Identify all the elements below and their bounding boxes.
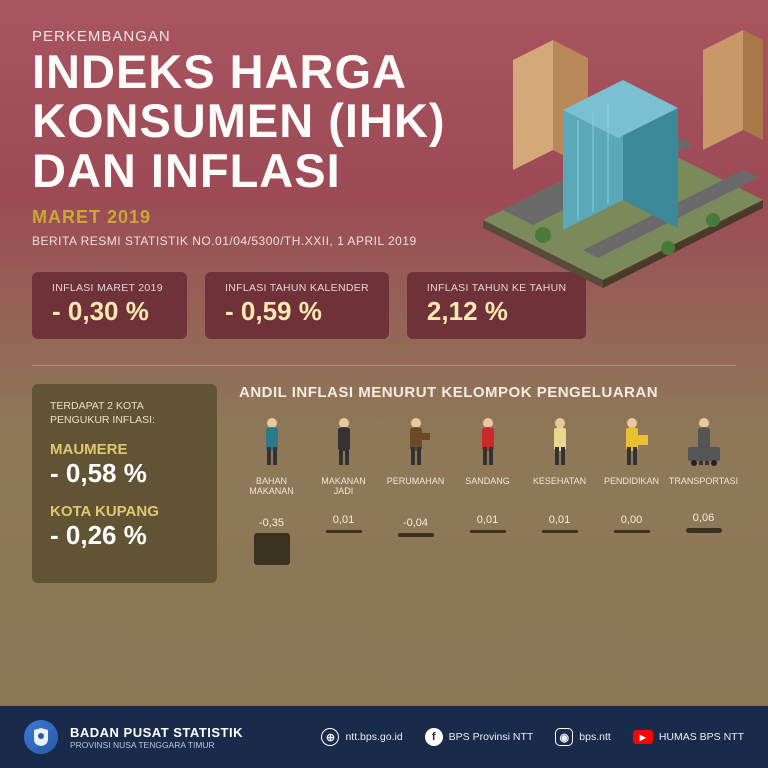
chart-row: BAHAN MAKANAN -0,35 MAKANAN JADI 0,01 PERU… bbox=[239, 411, 736, 583]
city-box-title: TERDAPAT 2 KOTA PENGUKUR INFLASI: bbox=[50, 400, 199, 427]
bar bbox=[326, 530, 362, 533]
chart-title: ANDIL INFLASI MENURUT KELOMPOK PENGELUAR… bbox=[239, 384, 736, 401]
chart-column: SANDANG 0,01 bbox=[455, 411, 520, 583]
bar-value: -0,04 bbox=[392, 517, 440, 529]
bar-value: 0,01 bbox=[464, 514, 512, 526]
category-label: BAHAN MAKANAN bbox=[239, 477, 304, 497]
bar-value: 0,06 bbox=[680, 512, 728, 524]
bar bbox=[470, 530, 506, 533]
globe-icon: ⊕ bbox=[321, 728, 339, 746]
bar-value: 0,01 bbox=[536, 514, 584, 526]
org-text: BADAN PUSAT STATISTIK PROVINSI NUSA TENG… bbox=[70, 725, 243, 750]
overline: PERKEMBANGAN bbox=[32, 28, 736, 45]
stat-value: - 0,59 % bbox=[225, 296, 369, 327]
category-label: PERUMAHAN bbox=[387, 477, 445, 497]
category-icon bbox=[542, 415, 578, 471]
meta-line: BERITA RESMI STATISTIK NO.01/04/5300/TH.… bbox=[32, 234, 736, 248]
bar bbox=[686, 528, 722, 533]
org-sub: PROVINSI NUSA TENGGARA TIMUR bbox=[70, 740, 243, 750]
facebook-icon: f bbox=[425, 728, 443, 746]
social-youtube: ▶ HUMAS BPS NTT bbox=[633, 730, 744, 744]
category-icon bbox=[470, 415, 506, 471]
bar-zone: 0,00 bbox=[608, 503, 656, 583]
bps-logo-icon bbox=[24, 720, 58, 754]
bar-zone: -0,35 bbox=[248, 503, 296, 583]
social-facebook: f BPS Provinsi NTT bbox=[425, 728, 534, 746]
stat-label: INFLASI MARET 2019 bbox=[52, 282, 167, 294]
social-web: ⊕ ntt.bps.go.id bbox=[321, 728, 402, 746]
bar bbox=[614, 530, 650, 533]
instagram-icon: ◉ bbox=[555, 728, 573, 746]
category-icon bbox=[614, 415, 650, 471]
bar bbox=[254, 533, 290, 565]
org-name: BADAN PUSAT STATISTIK bbox=[70, 725, 243, 740]
category-icon bbox=[398, 415, 434, 471]
bar-value: 0,00 bbox=[608, 514, 656, 526]
bar-zone: 0,06 bbox=[680, 503, 728, 583]
city-name: KOTA KUPANG bbox=[50, 503, 199, 520]
stat-value: - 0,30 % bbox=[52, 296, 167, 327]
header: PERKEMBANGAN INDEKS HARGA KONSUMEN (IHK)… bbox=[0, 0, 768, 248]
mid-section: TERDAPAT 2 KOTA PENGUKUR INFLASI: MAUMER… bbox=[0, 366, 768, 583]
chart-column: KESEHATAN 0,01 bbox=[527, 411, 592, 583]
category-icon bbox=[254, 415, 290, 471]
category-label: SANDANG bbox=[465, 477, 510, 497]
chart-column: BAHAN MAKANAN -0,35 bbox=[239, 411, 304, 583]
category-label: TRANSPORTASI bbox=[669, 477, 738, 497]
city-box: TERDAPAT 2 KOTA PENGUKUR INFLASI: MAUMER… bbox=[32, 384, 217, 583]
bar-zone: 0,01 bbox=[464, 503, 512, 583]
bar-zone: 0,01 bbox=[536, 503, 584, 583]
chart-area: ANDIL INFLASI MENURUT KELOMPOK PENGELUAR… bbox=[239, 384, 736, 583]
category-icon bbox=[326, 415, 362, 471]
chart-column: TRANSPORTASI 0,06 bbox=[671, 411, 736, 583]
stat-value: 2,12 % bbox=[427, 296, 566, 327]
socials: ⊕ ntt.bps.go.id f BPS Provinsi NTT ◉ bps… bbox=[321, 728, 744, 746]
category-label: KESEHATAN bbox=[533, 477, 586, 497]
city-value: - 0,26 % bbox=[50, 520, 199, 551]
chart-column: MAKANAN JADI 0,01 bbox=[311, 411, 376, 583]
category-label: MAKANAN JADI bbox=[311, 477, 376, 497]
bar bbox=[398, 533, 434, 537]
social-instagram: ◉ bps.ntt bbox=[555, 728, 611, 746]
footer: BADAN PUSAT STATISTIK PROVINSI NUSA TENG… bbox=[0, 706, 768, 768]
chart-column: PENDIDIKAN 0,00 bbox=[599, 411, 664, 583]
subtitle: MARET 2019 bbox=[32, 207, 736, 228]
bar bbox=[542, 530, 578, 533]
youtube-icon: ▶ bbox=[633, 730, 653, 744]
category-icon bbox=[686, 415, 722, 471]
main-title: INDEKS HARGA KONSUMEN (IHK) DAN INFLASI bbox=[32, 47, 736, 195]
category-label: PENDIDIKAN bbox=[604, 477, 659, 497]
city-value: - 0,58 % bbox=[50, 458, 199, 489]
stat-box: INFLASI TAHUN KALENDER - 0,59 % bbox=[205, 272, 389, 339]
bar-zone: -0,04 bbox=[392, 503, 440, 583]
city-name: MAUMERE bbox=[50, 441, 199, 458]
chart-column: PERUMAHAN -0,04 bbox=[383, 411, 448, 583]
bar-value: -0,35 bbox=[248, 517, 296, 529]
stat-box: INFLASI MARET 2019 - 0,30 % bbox=[32, 272, 187, 339]
bar-zone: 0,01 bbox=[320, 503, 368, 583]
bar-value: 0,01 bbox=[320, 514, 368, 526]
stat-label: INFLASI TAHUN KALENDER bbox=[225, 282, 369, 294]
